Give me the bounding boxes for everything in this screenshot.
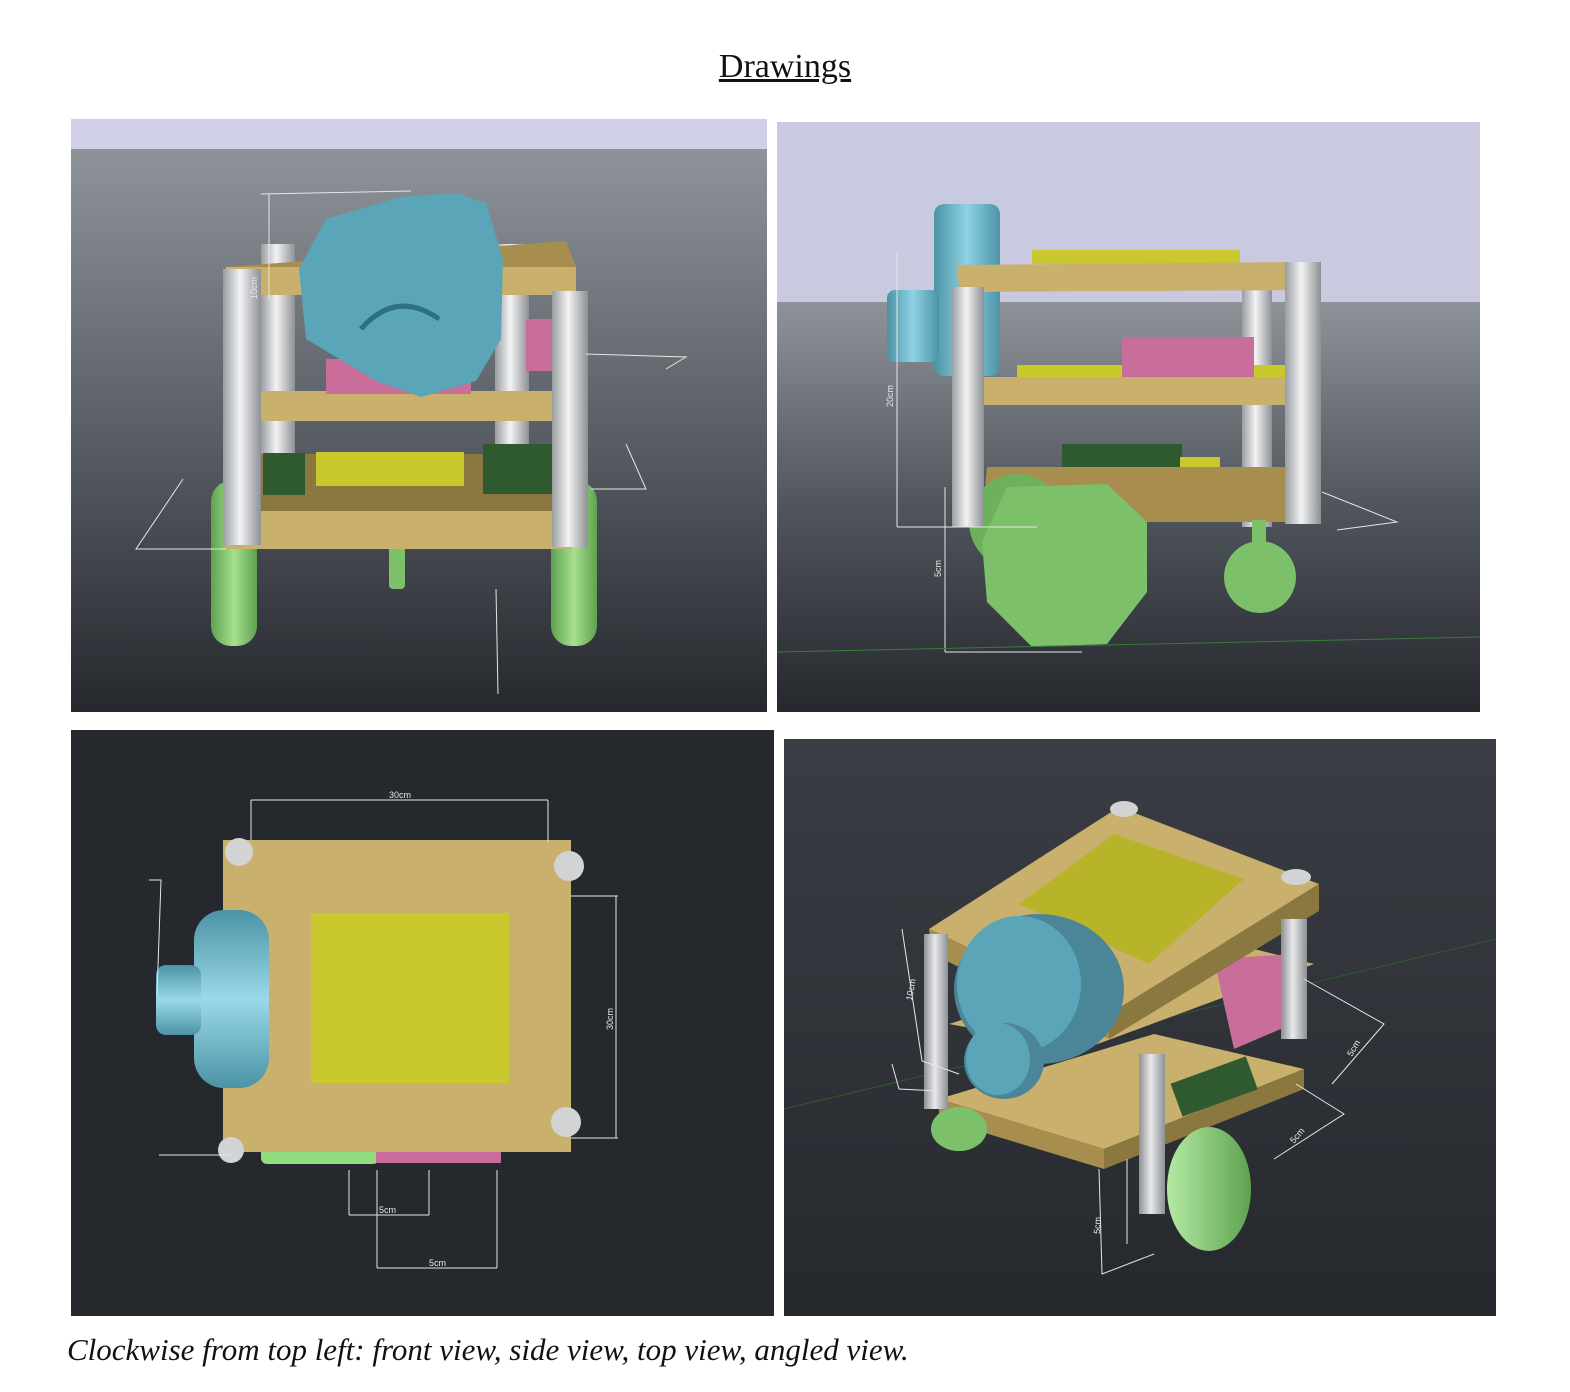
dim-gap-b-label: 5cm: [429, 1258, 446, 1268]
post-left: [924, 934, 948, 1109]
middle-plate: [251, 391, 556, 421]
top-plate: [957, 262, 1312, 292]
top-view-render: 30cm 30cm 5cm 5cm: [71, 730, 774, 1316]
dim-height-label: 10cm: [249, 277, 259, 299]
motor-housing: [957, 916, 1081, 1052]
side-view-render: 20cm 5cm: [777, 122, 1480, 712]
top-view-drawing: 30cm 30cm 5cm 5cm: [71, 730, 774, 1316]
front-post: [952, 287, 984, 527]
dim-depth-label: 30cm: [605, 1008, 615, 1030]
dim-height-label: 10cm: [904, 978, 918, 1001]
front-view-render: 10cm: [71, 119, 767, 712]
motor-shaft: [966, 1023, 1030, 1095]
bottom-plate: [226, 511, 571, 549]
module-right: [483, 444, 553, 494]
bottom-plate: [939, 1034, 1304, 1149]
angled-view-render: 10cm 5cm 5cm 5cm: [784, 739, 1496, 1316]
control-board: [1019, 834, 1244, 964]
dim-height-label: 20cm: [885, 385, 895, 407]
rear-post: [1285, 262, 1321, 524]
front-view-drawing: 10cm: [71, 119, 767, 712]
figure-caption: Clockwise from top left: front view, sid…: [67, 1332, 909, 1367]
front-left-post: [223, 269, 261, 545]
motor-housing: [299, 193, 503, 397]
dim-gap-a-label: 5cm: [379, 1205, 396, 1215]
caster-wheel: [389, 544, 405, 589]
control-board: [316, 452, 464, 486]
post-top: [554, 851, 584, 881]
control-board: [311, 913, 509, 1083]
page-heading: Drawings: [718, 48, 852, 85]
front-right-post: [552, 291, 588, 547]
post-front: [1139, 1054, 1165, 1214]
control-board: [1032, 250, 1240, 264]
motor-housing: [194, 910, 269, 1088]
dim-width-label: 30cm: [389, 790, 411, 800]
dim-wheel-label: 5cm: [933, 560, 943, 577]
dim-leg-label: 5cm: [1092, 1217, 1103, 1234]
side-view-drawing: 20cm 5cm: [777, 122, 1480, 712]
middle-plate: [977, 377, 1312, 405]
angled-view-drawing: 10cm 5cm 5cm 5cm: [784, 739, 1496, 1316]
motor-shaft: [887, 290, 939, 362]
module-left: [263, 453, 305, 495]
motor-shaft: [156, 965, 201, 1035]
drive-wheel: [1167, 1127, 1251, 1251]
caster-wheel: [1224, 541, 1296, 613]
module: [1170, 1056, 1258, 1117]
drive-wheel: [982, 484, 1147, 647]
